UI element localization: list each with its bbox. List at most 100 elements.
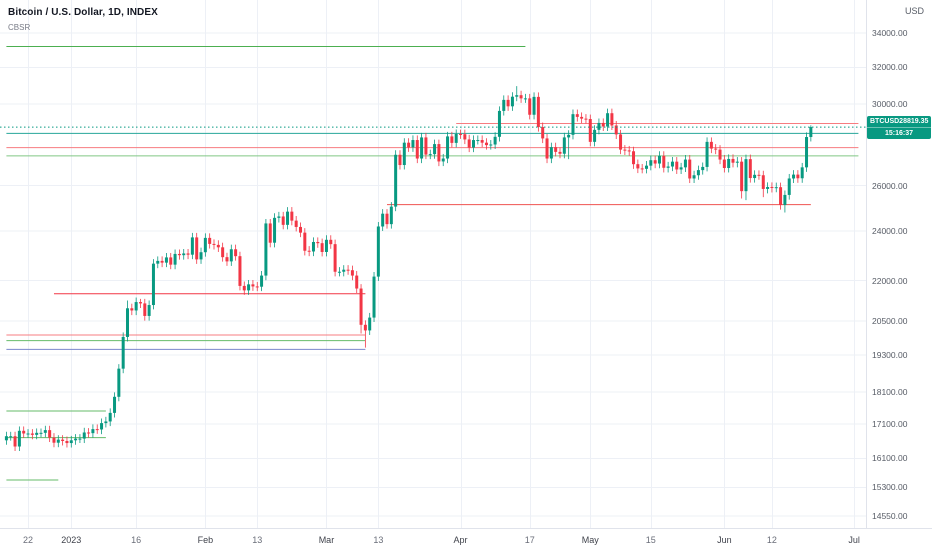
candle-body	[549, 147, 553, 159]
price-axis-label: 30000.00	[872, 99, 908, 110]
candle-body	[497, 110, 501, 137]
badge-price: 28819.35	[899, 118, 929, 126]
candle-body	[428, 154, 432, 156]
candle-body	[398, 154, 402, 166]
candle-body	[342, 269, 346, 272]
candle-body	[588, 119, 592, 142]
candle-body	[541, 127, 545, 139]
candle-body	[385, 213, 389, 225]
candle-body	[164, 257, 168, 263]
candle-body	[714, 148, 718, 150]
candle-body	[636, 164, 640, 169]
candle-body	[662, 155, 666, 168]
candle-body	[368, 317, 372, 331]
candle-body	[744, 159, 748, 192]
price-axis-label: 26000.00	[872, 180, 908, 191]
candle-body	[100, 423, 104, 430]
candle-body	[502, 99, 506, 111]
candle-body	[113, 396, 117, 413]
candle-body	[446, 136, 450, 159]
candle-body	[74, 438, 78, 441]
candle-body	[433, 144, 437, 155]
candle-body	[653, 160, 657, 164]
candle-body	[82, 432, 86, 439]
candle-body	[415, 140, 419, 159]
candle-body	[39, 432, 43, 434]
candle-body	[229, 249, 233, 262]
candle-body	[143, 303, 147, 316]
chart-plot-area[interactable]	[0, 0, 866, 528]
candle-body	[523, 98, 527, 100]
price-axis-label: 17100.00	[872, 419, 908, 430]
candle-body	[251, 284, 255, 287]
candle-body	[701, 166, 705, 171]
candle-body	[779, 187, 783, 206]
candle-body	[731, 158, 735, 163]
candle-body	[536, 96, 540, 128]
candle-body	[411, 140, 415, 148]
price-axis-label: 24000.00	[872, 226, 908, 237]
candle-body	[182, 253, 186, 256]
time-axis-label: Jul	[848, 535, 860, 545]
chart-legend: Bitcoin / U.S. Dollar, 1D, INDEX CBSR	[8, 7, 158, 32]
time-axis-label: Jun	[717, 535, 732, 545]
candle-body	[792, 174, 796, 179]
candle-body	[766, 186, 770, 189]
price-axis[interactable]: USD BTCUSD 28819.35 15:16:37 34000.00 320…	[866, 0, 932, 528]
candle-body	[649, 160, 653, 166]
candle-body	[363, 324, 367, 331]
bar-countdown: 15:16:37	[867, 127, 931, 140]
candle-body	[480, 140, 484, 143]
candle-body	[329, 239, 333, 245]
candle-body	[376, 226, 380, 277]
candle-body	[519, 95, 523, 99]
candle-body	[43, 430, 47, 433]
data-source-label: CBSR	[8, 23, 31, 32]
candle-body	[126, 308, 129, 337]
symbol-title[interactable]: Bitcoin / U.S. Dollar, 1D, INDEX	[8, 7, 158, 18]
candle-body	[670, 161, 674, 167]
candle-body	[657, 155, 661, 164]
candle-body	[30, 433, 34, 435]
currency-label: USD	[904, 6, 924, 16]
candle-body	[515, 95, 519, 97]
candle-body	[783, 194, 787, 206]
candle-body	[234, 249, 238, 257]
candle-body	[545, 138, 549, 159]
candle-body	[277, 216, 281, 218]
candle-body	[225, 257, 229, 262]
candle-body	[727, 158, 731, 168]
price-axis-label: 15300.00	[872, 482, 908, 493]
candle-body	[359, 288, 363, 325]
candle-body	[394, 154, 398, 207]
candle-body	[311, 241, 315, 252]
time-axis[interactable]: 22 2023 16 Feb 13 Mar 13 Apr 17 May 15 Jun 12 Jul	[0, 528, 932, 550]
candle-body	[623, 149, 627, 151]
candle-body	[264, 223, 268, 276]
time-axis-label: Mar	[318, 535, 335, 545]
price-axis-label: 19300.00	[872, 350, 908, 361]
badge-symbol: BTCUSD	[870, 118, 900, 126]
candlestick-chart[interactable]	[0, 0, 866, 528]
candle-body	[9, 436, 13, 438]
candle-body	[575, 114, 579, 117]
candle-body	[160, 260, 164, 263]
candle-body	[389, 206, 393, 225]
candle-body	[22, 430, 26, 434]
candle-body	[216, 244, 220, 248]
candle-body	[307, 250, 311, 252]
time-axis-label: 17	[524, 535, 535, 545]
candle-body	[554, 147, 558, 152]
candle-body	[627, 150, 631, 152]
candle-body	[121, 336, 125, 369]
candle-body	[117, 368, 121, 397]
candle-body	[424, 137, 428, 155]
candle-body	[493, 136, 497, 145]
candle-body	[610, 113, 614, 126]
candle-body	[584, 118, 588, 120]
time-axis-label: 16	[131, 535, 142, 545]
candle-body	[740, 161, 744, 192]
candle-body	[402, 142, 406, 166]
candle-body	[606, 113, 610, 127]
candle-body	[472, 140, 475, 148]
